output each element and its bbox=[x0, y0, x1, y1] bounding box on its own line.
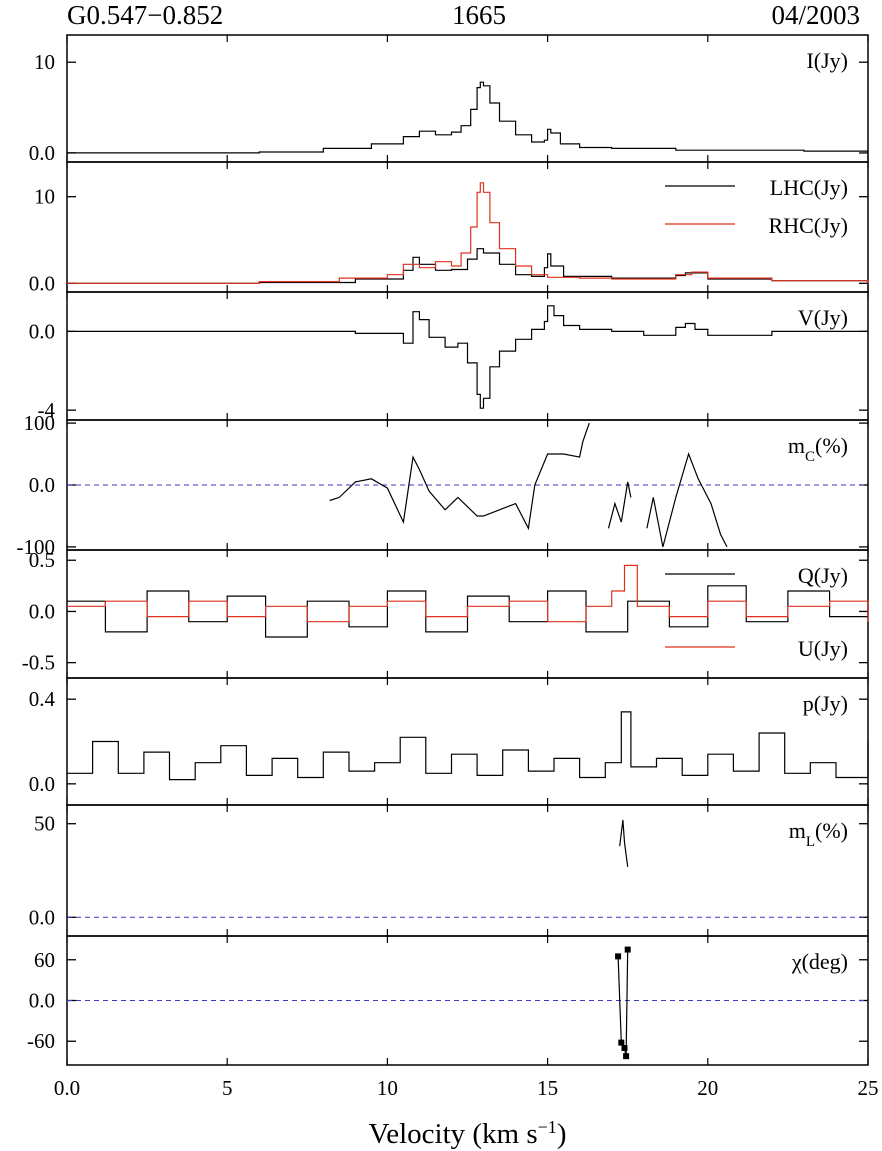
x-tick-label: 20 bbox=[697, 1076, 718, 1100]
legend-label: RHC(Jy) bbox=[769, 213, 848, 238]
x-tick-label: 0.0 bbox=[54, 1076, 80, 1100]
y-tick-label: 0.0 bbox=[29, 599, 55, 623]
legend-label: U(Jy) bbox=[798, 636, 848, 661]
panel-label-mc: mC(%) bbox=[788, 433, 848, 465]
series-rhc-jy- bbox=[67, 182, 869, 284]
panel-frame bbox=[66, 161, 869, 293]
legend-label: Q(Jy) bbox=[798, 563, 848, 588]
frequency-title: 1665 bbox=[452, 0, 506, 30]
y-tick-label: 0.0 bbox=[29, 271, 55, 295]
y-tick-label: -100 bbox=[17, 535, 56, 559]
legend-lr: LHC(Jy) RHC(Jy) bbox=[665, 175, 848, 238]
x-tick-label: 15 bbox=[537, 1076, 558, 1100]
y-tick-label: 0.0 bbox=[29, 772, 55, 796]
x-tick-label: 10 bbox=[377, 1076, 398, 1100]
y-tick-label: 0.0 bbox=[29, 473, 55, 497]
series-p-jy- bbox=[67, 711, 869, 781]
series-m-c-segment-3 bbox=[646, 452, 728, 548]
series-q-jy- bbox=[67, 585, 869, 638]
y-tick-label: 0.0 bbox=[29, 905, 55, 929]
legend-qu: Q(Jy) U(Jy) bbox=[665, 563, 848, 661]
y-tick-label: 50 bbox=[34, 812, 55, 836]
x-axis-title: Velocity (km s−1) bbox=[369, 1117, 567, 1150]
panel-mc: 100 0.0 -100 mC(%) bbox=[17, 411, 869, 559]
data-point bbox=[624, 946, 631, 953]
y-tick-label: 0.0 bbox=[29, 319, 55, 343]
panel-label-i: I(Jy) bbox=[806, 48, 848, 73]
series-i-jy- bbox=[67, 81, 869, 154]
series-m-c- bbox=[329, 422, 590, 531]
panel-v: 0.0 -4 V(Jy) bbox=[29, 291, 869, 422]
y-tick-label: 10 bbox=[34, 185, 55, 209]
legend-label: LHC(Jy) bbox=[770, 175, 848, 200]
panel-frame bbox=[66, 804, 869, 937]
panel-ml: 50 0.0 mL(%) bbox=[29, 804, 869, 937]
x-tick-label: 5 bbox=[222, 1076, 233, 1100]
panel-label-ml: mL(%) bbox=[789, 818, 848, 850]
panel-frame bbox=[66, 34, 869, 163]
panel-qu: 0.5 0.0 -0.5 bbox=[22, 548, 869, 679]
panel-p: 0.4 0.0 p(Jy) bbox=[29, 677, 869, 806]
panel-frame bbox=[66, 677, 869, 806]
panel-label-v: V(Jy) bbox=[798, 305, 848, 330]
y-tick-label: -60 bbox=[27, 1029, 55, 1053]
series-m-c-segment-2 bbox=[607, 481, 632, 529]
panel-lr: 0.0 10 bbox=[29, 161, 869, 295]
y-tick-label: 0.5 bbox=[29, 548, 55, 572]
series-m-l- bbox=[619, 819, 629, 867]
x-tick-label: 25 bbox=[858, 1076, 879, 1100]
y-tick-label: -0.5 bbox=[22, 651, 55, 675]
y-tick-label: 0.0 bbox=[29, 989, 55, 1013]
series-u-jy- bbox=[67, 564, 869, 623]
y-tick-label: -4 bbox=[38, 398, 56, 422]
y-tick-label: 100 bbox=[24, 411, 56, 435]
y-tick-label: 10 bbox=[34, 50, 55, 74]
data-point bbox=[618, 1039, 625, 1046]
epoch-title: 04/2003 bbox=[771, 0, 860, 30]
panel-chi: 60 0.0 -60 χ(deg) bbox=[27, 935, 869, 1066]
data-point bbox=[623, 1053, 630, 1060]
data-point bbox=[621, 1045, 628, 1052]
y-tick-label: 0.0 bbox=[29, 141, 55, 165]
panel-label-chi: χ(deg) bbox=[791, 949, 848, 974]
panel-label-p: p(Jy) bbox=[803, 691, 848, 716]
series-v-jy- bbox=[67, 305, 868, 409]
y-tick-label: 60 bbox=[34, 948, 55, 972]
y-tick-label: 0.4 bbox=[29, 687, 56, 711]
data-point bbox=[615, 953, 622, 960]
source-title: G0.547−0.852 bbox=[67, 0, 224, 30]
panel-i: 0.0 10 I(Jy) bbox=[29, 34, 869, 165]
